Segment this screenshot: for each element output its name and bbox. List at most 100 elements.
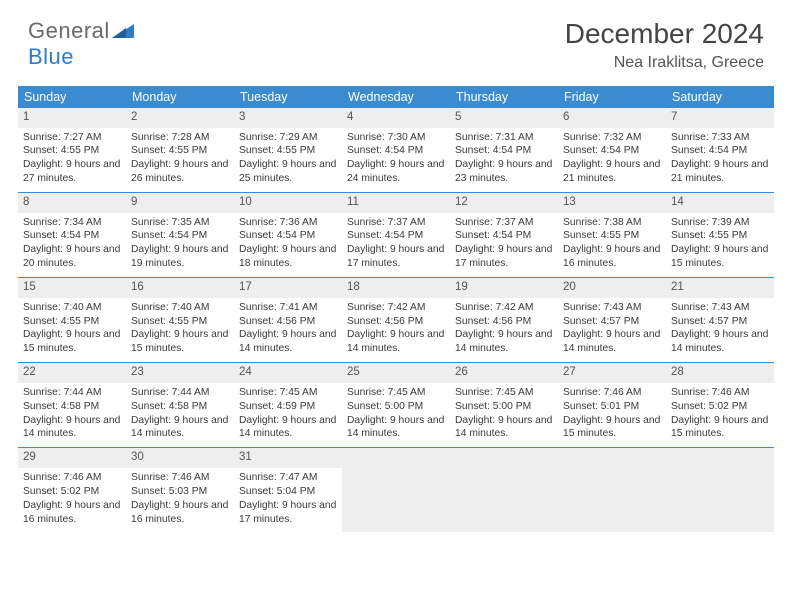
day-number: 1: [23, 111, 29, 123]
day-number-row: 7: [666, 108, 774, 128]
sunset-label: Sunset:: [563, 316, 598, 327]
day-number: 21: [671, 281, 684, 293]
sunrise-value: 7:45 AM: [496, 387, 534, 398]
calendar-day-empty: [558, 448, 666, 532]
sunrise-line: Sunrise: 7:43 AM: [563, 301, 661, 315]
calendar-day: 15Sunrise: 7:40 AMSunset: 4:55 PMDayligh…: [18, 278, 126, 362]
daylight-label: Daylight:: [131, 415, 171, 426]
sunrise-line: Sunrise: 7:45 AM: [455, 386, 553, 400]
day-number-row: 24: [234, 363, 342, 383]
day-number: 6: [563, 111, 569, 123]
day-number-row: 16: [126, 278, 234, 298]
day-number: 8: [23, 196, 29, 208]
daylight-line: Daylight: 9 hours and 15 minutes.: [671, 414, 769, 442]
calendar-day: 12Sunrise: 7:37 AMSunset: 4:54 PMDayligh…: [450, 193, 558, 277]
sunrise-line: Sunrise: 7:29 AM: [239, 131, 337, 145]
daylight-label: Daylight:: [23, 500, 63, 511]
sunrise-value: 7:35 AM: [172, 217, 210, 228]
day-number-row: 31: [234, 448, 342, 468]
daylight-line: Daylight: 9 hours and 17 minutes.: [455, 243, 553, 271]
sunset-value: 5:02 PM: [61, 486, 99, 497]
sunrise-value: 7:44 AM: [64, 387, 102, 398]
calendar-body: 1 Sunrise: 7:27 AM Sunset: 4:55 PM Daylight…: [18, 108, 774, 532]
sunset-label: Sunset:: [239, 145, 274, 156]
weekday-header: Monday: [126, 86, 234, 108]
day-number-row: 20: [558, 278, 666, 298]
calendar-week: 1 Sunrise: 7:27 AM Sunset: 4:55 PM Daylight…: [18, 108, 774, 193]
sunrise-value: 7:27 AM: [64, 132, 102, 143]
sunrise-value: 7:30 AM: [388, 132, 426, 143]
day-number-row: 4: [342, 108, 450, 128]
sunrise-label: Sunrise:: [239, 387, 277, 398]
sunrise-value: 7:46 AM: [64, 472, 102, 483]
sunrise-value: 7:41 AM: [280, 302, 318, 313]
day-number-row: 21: [666, 278, 774, 298]
day-number: 13: [563, 196, 576, 208]
sunset-line: Sunset: 4:54 PM: [131, 229, 229, 243]
daylight-label: Daylight:: [23, 329, 63, 340]
sunrise-line: Sunrise: 7:46 AM: [671, 386, 769, 400]
day-number: 27: [563, 366, 576, 378]
sunset-line: Sunset: 4:55 PM: [563, 229, 661, 243]
calendar-day: 21Sunrise: 7:43 AMSunset: 4:57 PMDayligh…: [666, 278, 774, 362]
sunset-label: Sunset:: [671, 316, 706, 327]
daylight-label: Daylight:: [671, 415, 711, 426]
sunset-label: Sunset:: [347, 401, 382, 412]
weekday-header: Tuesday: [234, 86, 342, 108]
sunset-value: 4:54 PM: [385, 230, 423, 241]
sunrise-label: Sunrise:: [239, 217, 277, 228]
sunrise-label: Sunrise:: [455, 387, 493, 398]
sunrise-value: 7:46 AM: [172, 472, 210, 483]
sunset-label: Sunset:: [131, 316, 166, 327]
sunrise-line: Sunrise: 7:42 AM: [347, 301, 445, 315]
sunset-label: Sunset:: [455, 401, 490, 412]
weekday-header: Wednesday: [342, 86, 450, 108]
day-number-row: 30: [126, 448, 234, 468]
sunrise-value: 7:42 AM: [496, 302, 534, 313]
sunrise-label: Sunrise:: [563, 302, 601, 313]
calendar-day: 20Sunrise: 7:43 AMSunset: 4:57 PMDayligh…: [558, 278, 666, 362]
day-number-row: 3: [234, 108, 342, 128]
sunset-value: 5:01 PM: [601, 401, 639, 412]
day-number: 23: [131, 366, 144, 378]
daylight-label: Daylight:: [239, 329, 279, 340]
sunset-value: 4:55 PM: [169, 145, 207, 156]
calendar-day-empty: [342, 448, 450, 532]
sunset-line: Sunset: 4:58 PM: [131, 400, 229, 414]
daylight-label: Daylight:: [131, 329, 171, 340]
sunrise-value: 7:37 AM: [388, 217, 426, 228]
daylight-label: Daylight:: [239, 415, 279, 426]
calendar-day: 31Sunrise: 7:47 AMSunset: 5:04 PMDayligh…: [234, 448, 342, 532]
sunset-label: Sunset:: [455, 145, 490, 156]
sunset-label: Sunset:: [563, 401, 598, 412]
sunset-line: Sunset: 4:56 PM: [455, 315, 553, 329]
sunrise-line: Sunrise: 7:31 AM: [455, 131, 553, 145]
calendar-week: 29Sunrise: 7:46 AMSunset: 5:02 PMDayligh…: [18, 448, 774, 532]
sunrise-label: Sunrise:: [131, 472, 169, 483]
sunrise-value: 7:46 AM: [604, 387, 642, 398]
daylight-line: Daylight: 9 hours and 14 minutes.: [23, 414, 121, 442]
sunset-line: Sunset: 4:57 PM: [671, 315, 769, 329]
sunset-label: Sunset:: [131, 401, 166, 412]
sunset-label: Sunset:: [131, 230, 166, 241]
logo-text: General Blue: [28, 18, 134, 70]
daylight-line: Daylight: 9 hours and 21 minutes.: [671, 158, 769, 186]
day-number: 10: [239, 196, 252, 208]
sunrise-label: Sunrise:: [563, 217, 601, 228]
sunrise-line: Sunrise: 7:47 AM: [239, 471, 337, 485]
sunset-value: 4:54 PM: [385, 145, 423, 156]
sunrise-line: Sunrise: 7:45 AM: [347, 386, 445, 400]
sunset-value: 4:54 PM: [277, 230, 315, 241]
calendar-day: 10Sunrise: 7:36 AMSunset: 4:54 PMDayligh…: [234, 193, 342, 277]
sunrise-line: Sunrise: 7:38 AM: [563, 216, 661, 230]
sunset-value: 4:55 PM: [709, 230, 747, 241]
day-number: 18: [347, 281, 360, 293]
calendar-day: 30Sunrise: 7:46 AMSunset: 5:03 PMDayligh…: [126, 448, 234, 532]
day-number: 31: [239, 451, 252, 463]
calendar-day: 14Sunrise: 7:39 AMSunset: 4:55 PMDayligh…: [666, 193, 774, 277]
header: General Blue December 2024 Nea Iraklitsa…: [0, 0, 792, 80]
sunrise-label: Sunrise:: [239, 132, 277, 143]
sunrise-label: Sunrise:: [239, 302, 277, 313]
sunset-label: Sunset:: [239, 316, 274, 327]
sunset-label: Sunset:: [23, 486, 58, 497]
